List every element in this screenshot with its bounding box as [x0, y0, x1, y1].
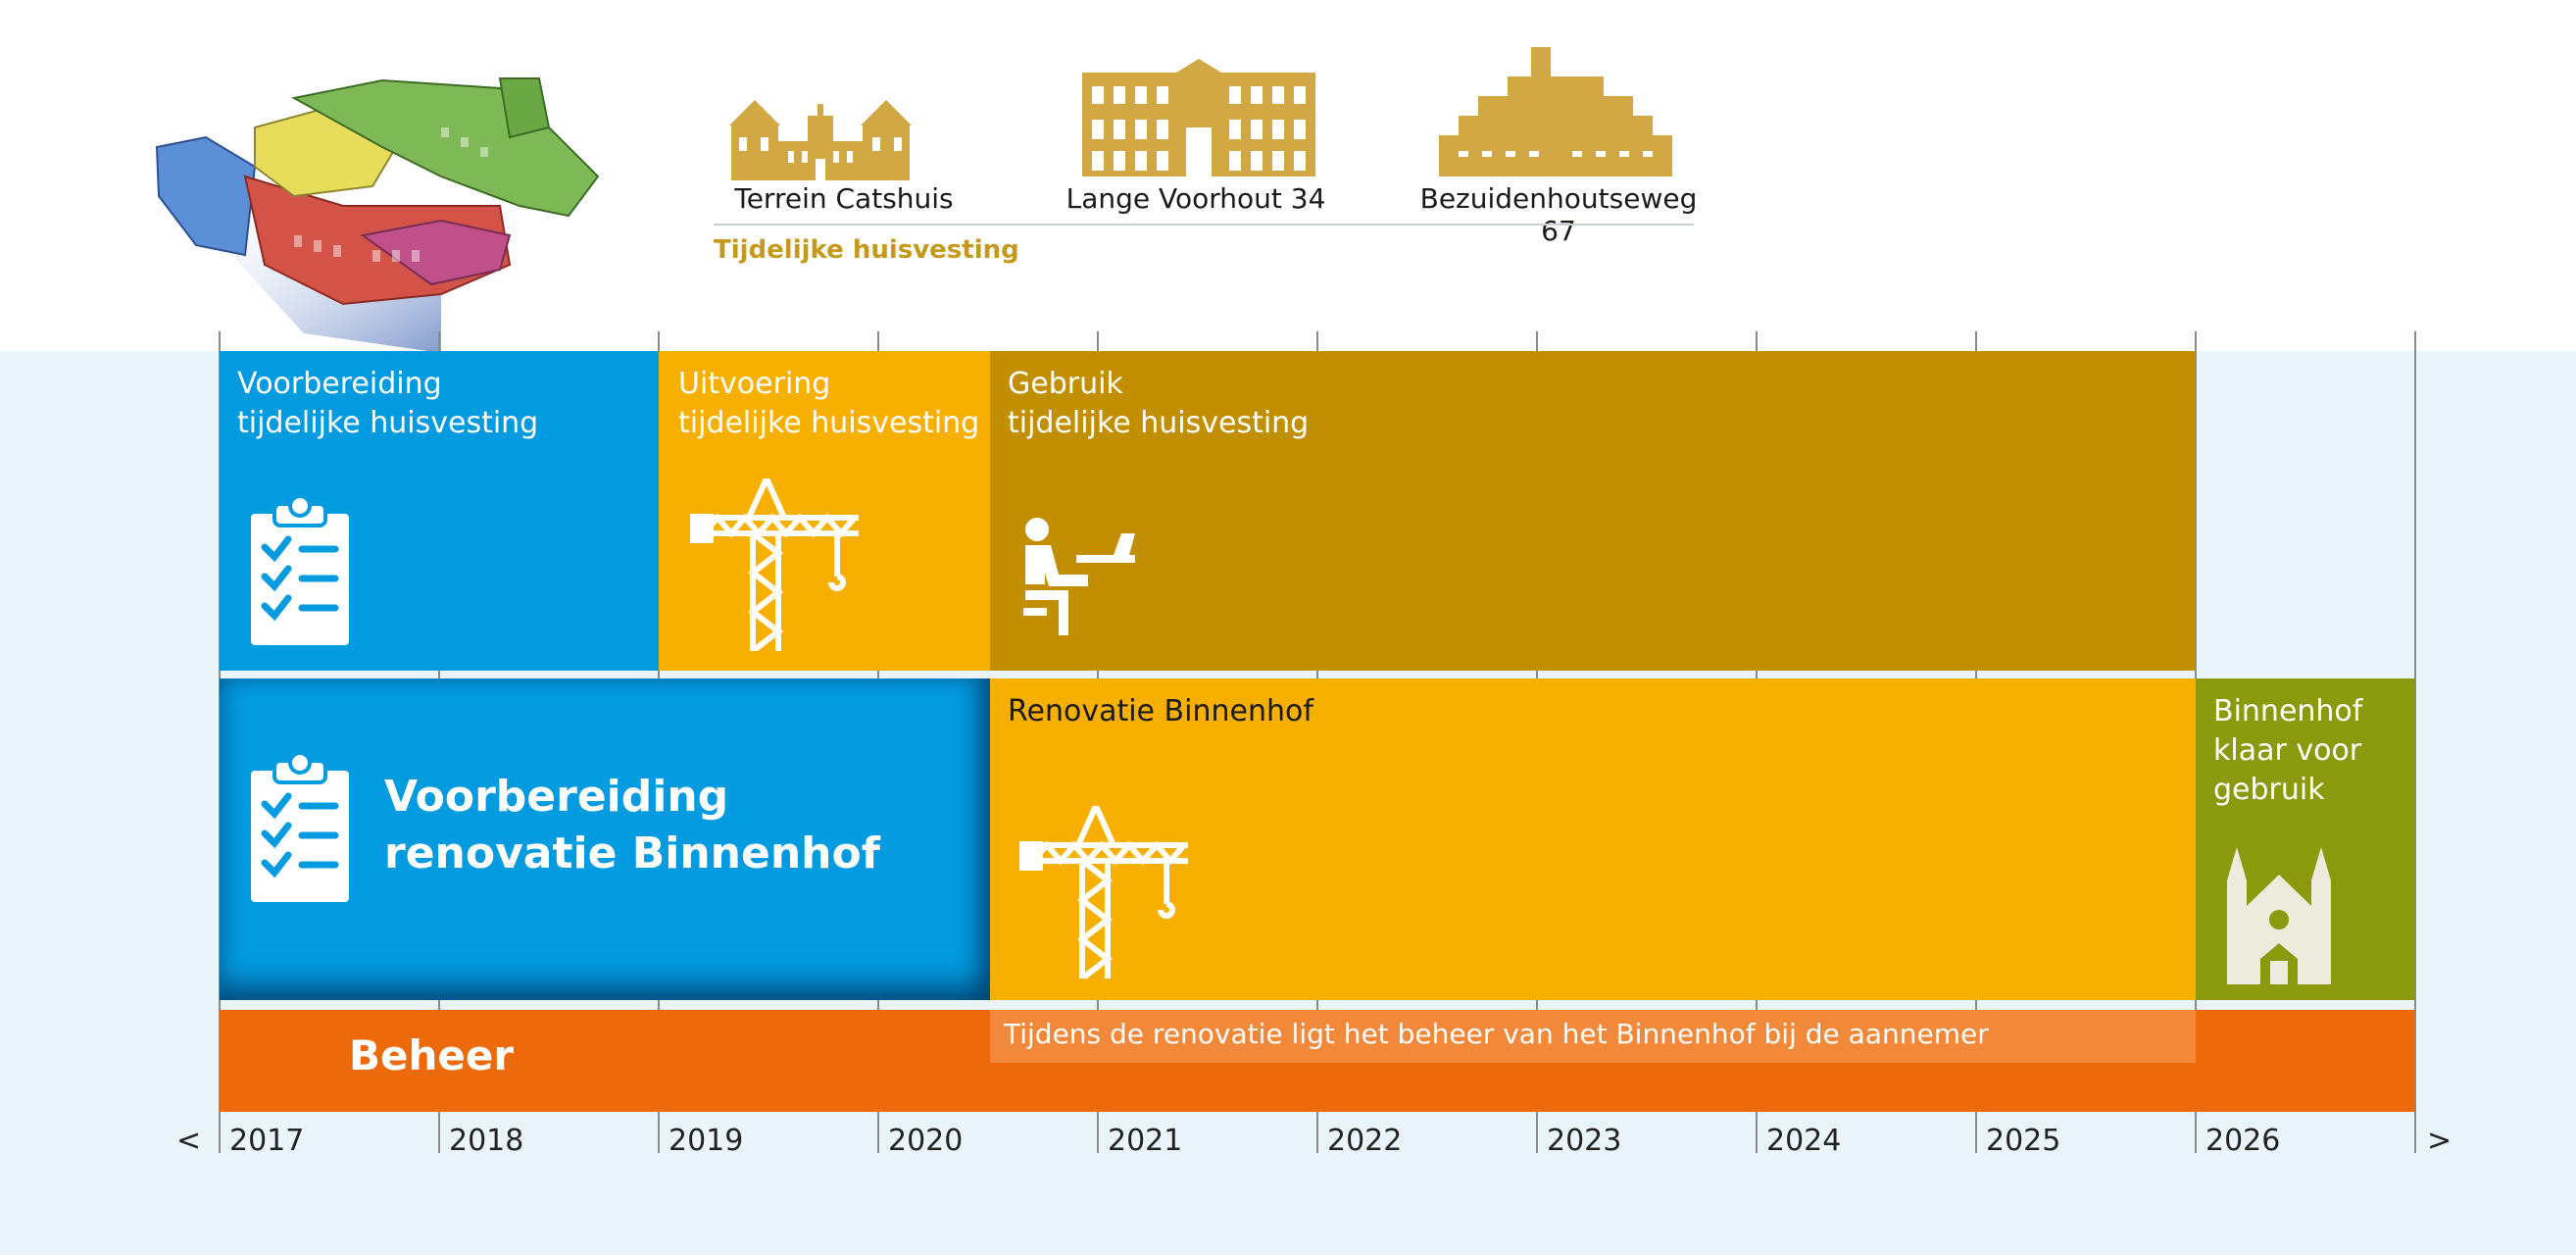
- year-label-2020: 2020: [888, 1124, 964, 1158]
- timeline-prev-arrow[interactable]: <: [176, 1124, 202, 1158]
- phase-beheer: Beheer Tijdens de renovatie ligt het beh…: [220, 1010, 2415, 1112]
- beheer-note: Tijdens de renovatie ligt het beheer van…: [990, 1010, 2196, 1063]
- year-label-2017: 2017: [229, 1124, 305, 1158]
- crane-icon: [690, 478, 863, 651]
- year-label-2025: 2025: [1986, 1124, 2061, 1158]
- phase-beheer-label: Beheer: [349, 1031, 515, 1079]
- gridline: [2414, 331, 2416, 1153]
- phase-prep-renovation: Voorbereiding renovatie Binnenhof: [220, 678, 990, 1000]
- phase-ready: Binnenhof klaar voor gebruik: [2196, 678, 2415, 1000]
- catshuis-icon: [729, 86, 912, 180]
- timeline-next-arrow[interactable]: >: [2427, 1124, 2452, 1158]
- phase-renovation: Renovatie Binnenhof: [990, 678, 2196, 1000]
- year-label-2026: 2026: [2205, 1124, 2281, 1158]
- person-laptop-icon: [1019, 516, 1147, 649]
- year-label-2018: 2018: [449, 1124, 524, 1158]
- year-label-2021: 2021: [1108, 1124, 1183, 1158]
- lange-voorhout-icon: [1082, 59, 1315, 176]
- phase-exec-temp-label: Uitvoering tijdelijke huisvesting: [678, 367, 980, 440]
- phase-prep-temp-label: Voorbereiding tijdelijke huisvesting: [237, 367, 539, 440]
- phase-ready-label: Binnenhof klaar voor gebruik: [2213, 694, 2363, 807]
- beheer-note-text: Tijdens de renovatie ligt het beheer van…: [1004, 1018, 1989, 1050]
- building-label-catshuis: Terrein Catshuis: [734, 182, 954, 215]
- year-label-2023: 2023: [1547, 1124, 1622, 1158]
- year-label-2024: 2024: [1766, 1124, 1842, 1158]
- building-label-lange-voorhout: Lange Voorhout 34: [1065, 182, 1326, 215]
- bezuidenhoutseweg-icon: [1439, 47, 1672, 176]
- clipboard-checklist-icon: [249, 753, 351, 902]
- church-icon: [2223, 847, 2335, 984]
- year-label-2022: 2022: [1327, 1124, 1403, 1158]
- phase-prep-renovation-label: Voorbereiding renovatie Binnenhof: [384, 772, 880, 878]
- phase-use-temp-housing: Gebruik tijdelijke huisvesting: [990, 351, 2196, 671]
- clipboard-checklist-icon: [249, 496, 351, 645]
- phase-use-temp-label: Gebruik tijdelijke huisvesting: [1008, 367, 1310, 440]
- phase-exec-temp-housing: Uitvoering tijdelijke huisvesting: [659, 351, 990, 671]
- phase-renovation-label: Renovatie Binnenhof: [1008, 694, 1313, 728]
- building-label-bezuidenhoutseweg: Bezuidenhoutseweg 67: [1419, 182, 1698, 247]
- temp-housing-caption: Tijdelijke huisvesting: [714, 235, 1019, 265]
- crane-icon: [1019, 806, 1192, 979]
- phase-prep-temp-housing: Voorbereiding tijdelijke huisvesting: [220, 351, 659, 671]
- buildings-divider: [714, 224, 1694, 226]
- year-label-2019: 2019: [669, 1124, 744, 1158]
- binnenhof-complex-illustration: [147, 59, 647, 353]
